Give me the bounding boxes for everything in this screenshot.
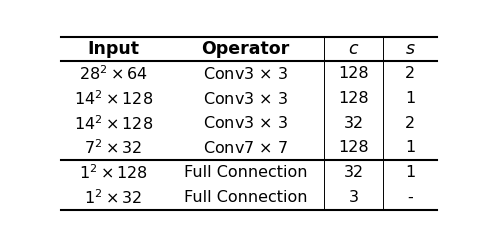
Text: $14^2 \times 128$: $14^2 \times 128$ (74, 114, 153, 132)
Text: Conv3 $\times$ 3: Conv3 $\times$ 3 (203, 115, 288, 131)
Text: Conv3 $\times$ 3: Conv3 $\times$ 3 (203, 66, 288, 82)
Text: 128: 128 (338, 140, 369, 155)
Text: -: - (407, 190, 413, 205)
Text: 3: 3 (348, 190, 359, 205)
Text: 1: 1 (405, 140, 415, 155)
Text: 32: 32 (344, 165, 364, 180)
Text: $c$: $c$ (348, 40, 359, 58)
Text: $7^2 \times 32$: $7^2 \times 32$ (85, 139, 142, 157)
Text: Full Connection: Full Connection (184, 190, 307, 205)
Text: Operator: Operator (201, 40, 290, 58)
Text: 128: 128 (338, 66, 369, 81)
Text: Conv7 $\times$ 7: Conv7 $\times$ 7 (203, 140, 288, 156)
Text: 128: 128 (338, 91, 369, 106)
Text: 1: 1 (405, 165, 415, 180)
Text: Input: Input (87, 40, 139, 58)
Text: Conv3 $\times$ 3: Conv3 $\times$ 3 (203, 91, 288, 107)
Text: $1^2 \times 128$: $1^2 \times 128$ (79, 163, 148, 182)
Text: 32: 32 (344, 116, 364, 131)
Text: Full Connection: Full Connection (184, 165, 307, 180)
Text: $s$: $s$ (405, 40, 416, 58)
Text: $28^2 \times 64$: $28^2 \times 64$ (79, 64, 148, 83)
Text: 1: 1 (405, 91, 415, 106)
Text: $14^2 \times 128$: $14^2 \times 128$ (74, 89, 153, 108)
Text: 2: 2 (405, 116, 415, 131)
Text: 2: 2 (405, 66, 415, 81)
Text: $1^2 \times 32$: $1^2 \times 32$ (85, 188, 142, 207)
